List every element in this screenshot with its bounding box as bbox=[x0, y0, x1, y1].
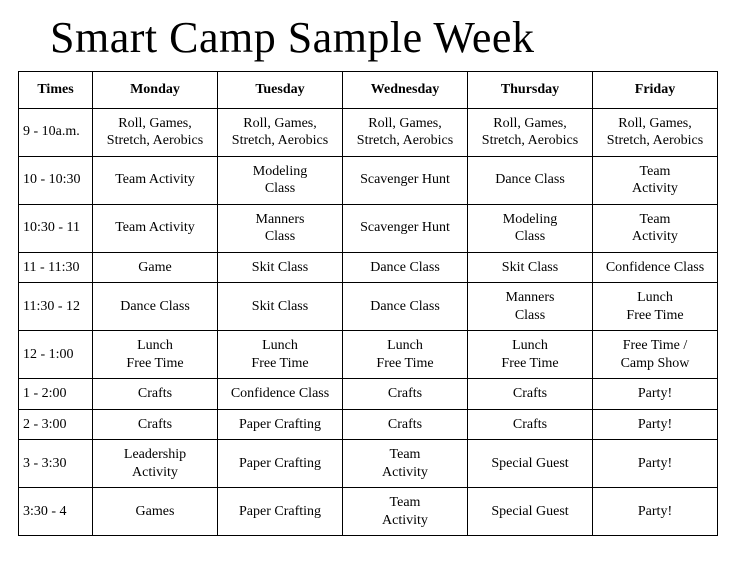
table-row: 10 - 10:30Team ActivityModelingClassScav… bbox=[19, 156, 718, 204]
activity-cell: Confidence Class bbox=[593, 252, 718, 283]
activity-cell: Roll, Games, Stretch, Aerobics bbox=[468, 108, 593, 156]
activity-cell: Paper Crafting bbox=[218, 488, 343, 536]
activity-cell: TeamActivity bbox=[593, 204, 718, 252]
activity-cell: MannersClass bbox=[218, 204, 343, 252]
activity-cell: Roll, Games, Stretch, Aerobics bbox=[218, 108, 343, 156]
activity-cell: LunchFree Time bbox=[93, 331, 218, 379]
table-row: 11 - 11:30GameSkit ClassDance ClassSkit … bbox=[19, 252, 718, 283]
activity-cell: Skit Class bbox=[218, 283, 343, 331]
activity-cell: LunchFree Time bbox=[593, 283, 718, 331]
time-cell: 11 - 11:30 bbox=[19, 252, 93, 283]
activity-cell: Paper Crafting bbox=[218, 409, 343, 440]
time-cell: 2 - 3:00 bbox=[19, 409, 93, 440]
activity-cell: Special Guest bbox=[468, 488, 593, 536]
table-row: 1 - 2:00CraftsConfidence ClassCraftsCraf… bbox=[19, 379, 718, 410]
activity-cell: Paper Crafting bbox=[218, 440, 343, 488]
page-title: Smart Camp Sample Week bbox=[50, 12, 718, 63]
activity-cell: Roll, Games, Stretch, Aerobics bbox=[593, 108, 718, 156]
activity-cell: Team Activity bbox=[93, 204, 218, 252]
col-header-tuesday: Tuesday bbox=[218, 72, 343, 109]
activity-cell: TeamActivity bbox=[343, 440, 468, 488]
time-cell: 9 - 10a.m. bbox=[19, 108, 93, 156]
activity-cell: Skit Class bbox=[218, 252, 343, 283]
activity-cell: Party! bbox=[593, 440, 718, 488]
activity-cell: LunchFree Time bbox=[468, 331, 593, 379]
activity-cell: Dance Class bbox=[468, 156, 593, 204]
time-cell: 11:30 - 12 bbox=[19, 283, 93, 331]
table-row: 9 - 10a.m.Roll, Games, Stretch, Aerobics… bbox=[19, 108, 718, 156]
activity-cell: ModelingClass bbox=[468, 204, 593, 252]
table-row: 3 - 3:30LeadershipActivityPaper Crafting… bbox=[19, 440, 718, 488]
schedule-table: Times Monday Tuesday Wednesday Thursday … bbox=[18, 71, 718, 536]
col-header-thursday: Thursday bbox=[468, 72, 593, 109]
activity-cell: Dance Class bbox=[343, 252, 468, 283]
activity-cell: Crafts bbox=[93, 409, 218, 440]
time-cell: 12 - 1:00 bbox=[19, 331, 93, 379]
activity-cell: TeamActivity bbox=[593, 156, 718, 204]
table-row: 3:30 - 4GamesPaper CraftingTeamActivityS… bbox=[19, 488, 718, 536]
activity-cell: Special Guest bbox=[468, 440, 593, 488]
activity-cell: Roll, Games, Stretch, Aerobics bbox=[93, 108, 218, 156]
activity-cell: Party! bbox=[593, 409, 718, 440]
activity-cell: Crafts bbox=[343, 409, 468, 440]
time-cell: 10 - 10:30 bbox=[19, 156, 93, 204]
time-cell: 1 - 2:00 bbox=[19, 379, 93, 410]
activity-cell: Dance Class bbox=[93, 283, 218, 331]
activity-cell: LeadershipActivity bbox=[93, 440, 218, 488]
activity-cell: ModelingClass bbox=[218, 156, 343, 204]
activity-cell: Dance Class bbox=[343, 283, 468, 331]
activity-cell: Scavenger Hunt bbox=[343, 156, 468, 204]
table-row: 2 - 3:00CraftsPaper CraftingCraftsCrafts… bbox=[19, 409, 718, 440]
activity-cell: Free Time /Camp Show bbox=[593, 331, 718, 379]
col-header-monday: Monday bbox=[93, 72, 218, 109]
activity-cell: LunchFree Time bbox=[218, 331, 343, 379]
time-cell: 10:30 - 11 bbox=[19, 204, 93, 252]
table-row: 11:30 - 12Dance ClassSkit ClassDance Cla… bbox=[19, 283, 718, 331]
col-header-times: Times bbox=[19, 72, 93, 109]
activity-cell: Scavenger Hunt bbox=[343, 204, 468, 252]
activity-cell: Crafts bbox=[93, 379, 218, 410]
col-header-friday: Friday bbox=[593, 72, 718, 109]
col-header-wednesday: Wednesday bbox=[343, 72, 468, 109]
time-cell: 3 - 3:30 bbox=[19, 440, 93, 488]
activity-cell: Crafts bbox=[468, 379, 593, 410]
activity-cell: TeamActivity bbox=[343, 488, 468, 536]
table-row: 10:30 - 11Team ActivityMannersClassScave… bbox=[19, 204, 718, 252]
activity-cell: Crafts bbox=[468, 409, 593, 440]
activity-cell: Games bbox=[93, 488, 218, 536]
activity-cell: Confidence Class bbox=[218, 379, 343, 410]
table-row: 12 - 1:00LunchFree TimeLunchFree TimeLun… bbox=[19, 331, 718, 379]
activity-cell: Roll, Games, Stretch, Aerobics bbox=[343, 108, 468, 156]
activity-cell: Party! bbox=[593, 488, 718, 536]
activity-cell: Skit Class bbox=[468, 252, 593, 283]
activity-cell: LunchFree Time bbox=[343, 331, 468, 379]
time-cell: 3:30 - 4 bbox=[19, 488, 93, 536]
table-header-row: Times Monday Tuesday Wednesday Thursday … bbox=[19, 72, 718, 109]
activity-cell: Party! bbox=[593, 379, 718, 410]
activity-cell: Game bbox=[93, 252, 218, 283]
table-body: 9 - 10a.m.Roll, Games, Stretch, Aerobics… bbox=[19, 108, 718, 536]
activity-cell: MannersClass bbox=[468, 283, 593, 331]
activity-cell: Crafts bbox=[343, 379, 468, 410]
activity-cell: Team Activity bbox=[93, 156, 218, 204]
